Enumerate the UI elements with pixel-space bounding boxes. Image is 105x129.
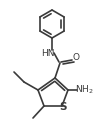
Text: S: S bbox=[59, 102, 67, 112]
Text: HN: HN bbox=[41, 49, 55, 58]
Text: NH$_2$: NH$_2$ bbox=[75, 84, 93, 96]
Text: O: O bbox=[72, 54, 79, 62]
